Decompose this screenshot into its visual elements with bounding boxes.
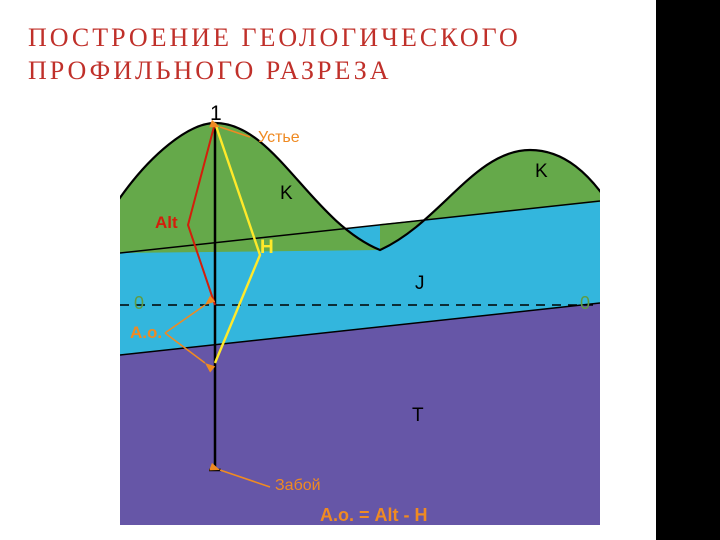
layer-label-T: T <box>412 405 424 427</box>
alt-label: Alt <box>155 213 178 233</box>
layer-K-left <box>115 123 380 253</box>
layer-label-J: J <box>415 273 425 295</box>
ao-label: А.о. <box>130 323 162 343</box>
geological-profile-diagram: 1 Устье Alt H K K J T 0 0 А.о. Забой А.о… <box>120 105 600 525</box>
formula-label: А.о. = Alt - Н <box>320 505 428 526</box>
geo-svg <box>120 105 600 525</box>
layer-label-K1: K <box>280 183 293 205</box>
zero-left-label: 0 <box>134 293 144 314</box>
well-number-label: 1 <box>210 102 222 126</box>
slide-title: ПОСТРОЕНИЕ ГЕОЛОГИЧЕСКОГО ПРОФИЛЬНОГО РА… <box>28 22 630 87</box>
layer-label-K2: K <box>535 161 548 183</box>
side-tab <box>656 0 720 540</box>
title-text: ПОСТРОЕНИЕ ГЕОЛОГИЧЕСКОГО ПРОФИЛЬНОГО РА… <box>28 23 521 85</box>
h-label: H <box>260 237 274 259</box>
ustye-label: Устье <box>258 129 300 147</box>
zaboi-label: Забой <box>275 477 321 495</box>
zero-right-label: 0 <box>580 293 590 314</box>
